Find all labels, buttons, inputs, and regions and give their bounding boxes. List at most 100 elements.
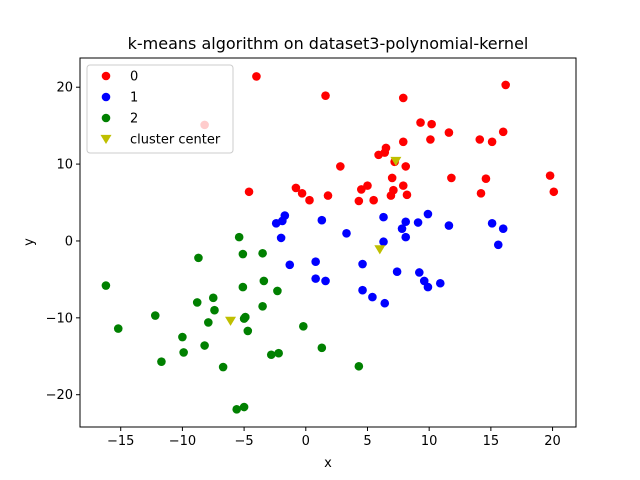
cluster-1-point xyxy=(311,257,320,267)
cluster-2-point xyxy=(218,362,228,372)
cluster-0-point xyxy=(545,171,555,180)
y-tick-label: 0 xyxy=(65,234,73,249)
cluster-2-point xyxy=(179,348,188,357)
cluster-0-point xyxy=(386,191,396,200)
cluster-0-point xyxy=(501,80,510,90)
cluster-1-point xyxy=(435,278,445,288)
cluster-2-point xyxy=(192,298,202,307)
cluster-1-point xyxy=(487,218,497,228)
y-tick-label: 20 xyxy=(56,81,73,96)
cluster-2-point xyxy=(101,281,111,290)
cluster-1-point xyxy=(358,259,367,269)
cluster-0-point xyxy=(498,127,508,137)
legend-marker-cluster-center xyxy=(100,134,112,144)
cluster-1-point xyxy=(493,240,503,250)
cluster-2-point xyxy=(208,293,218,303)
cluster-0-point xyxy=(321,91,330,100)
cluster-2-point xyxy=(258,302,267,311)
cluster-0-point xyxy=(476,189,486,198)
cluster-1-point xyxy=(276,233,286,243)
cluster-2-point xyxy=(210,305,219,315)
cluster-0-point xyxy=(447,173,456,183)
cluster-0-point xyxy=(402,190,412,200)
cluster-center-marker xyxy=(390,156,402,166)
legend-box xyxy=(86,64,234,154)
x-tick-label: 20 xyxy=(544,434,561,449)
cluster-0-point xyxy=(380,148,390,157)
cluster-0-point xyxy=(487,137,497,147)
legend-label: cluster center xyxy=(130,133,221,148)
x-tick-label: 15 xyxy=(483,434,500,449)
plot-area xyxy=(101,72,559,414)
cluster-2-point xyxy=(113,324,123,333)
cluster-2-point xyxy=(258,248,267,258)
cluster-2-point xyxy=(239,402,249,412)
cluster-0-point xyxy=(549,187,559,197)
cluster-2-point xyxy=(317,343,327,353)
x-tick-label: 5 xyxy=(363,434,371,449)
cluster-0-point xyxy=(252,72,261,81)
cluster-2-point xyxy=(273,286,282,296)
x-tick-label: 0 xyxy=(302,434,310,449)
cluster-2-point xyxy=(204,318,213,327)
cluster-2-point xyxy=(194,253,203,263)
cluster-0-point xyxy=(357,185,366,194)
cluster-0-point xyxy=(444,128,454,137)
x-axis: −15 −10 −5 0 5 10 15 20 xyxy=(107,427,561,449)
cluster-2-point xyxy=(234,232,244,242)
cluster-2-point xyxy=(259,276,269,286)
cluster-1-point xyxy=(392,267,402,277)
cluster-0-point xyxy=(398,137,408,147)
cluster-2-point xyxy=(266,350,276,360)
y-axis-label: y xyxy=(22,238,37,246)
cluster-1-point xyxy=(413,218,423,227)
cluster-1-point xyxy=(397,224,407,233)
cluster-0-point xyxy=(401,162,411,171)
cluster-center-marker xyxy=(225,316,237,326)
cluster-0-point xyxy=(416,118,425,127)
cluster-1-point xyxy=(444,221,454,230)
x-tick-label: −15 xyxy=(107,434,134,449)
cluster-0-point xyxy=(387,173,397,183)
legend-marker-1 xyxy=(101,92,111,102)
cluster-1-point xyxy=(311,274,320,283)
cluster-1-point xyxy=(368,292,377,302)
cluster-2-point xyxy=(274,348,283,358)
cluster-2-point xyxy=(241,312,250,322)
x-tick-label: −5 xyxy=(235,434,254,449)
x-tick-label: −10 xyxy=(169,434,196,449)
cluster-2-point xyxy=(157,357,166,366)
y-tick-label: −10 xyxy=(46,311,73,326)
legend: 0 1 2 cluster center xyxy=(86,64,234,154)
cluster-2-point xyxy=(200,341,209,350)
cluster-1-point xyxy=(317,215,327,225)
cluster-1-point xyxy=(285,260,295,270)
cluster-0-point xyxy=(244,187,254,197)
axes-frame xyxy=(79,57,577,428)
cluster-0-point xyxy=(297,189,307,198)
cluster-2-point xyxy=(178,332,187,342)
cluster-1-point xyxy=(358,285,367,295)
y-tick-label: 10 xyxy=(56,158,73,173)
cluster-1-point xyxy=(380,298,390,308)
legend-label: 2 xyxy=(130,112,138,127)
legend-label: 1 xyxy=(130,91,138,106)
cluster-0-point xyxy=(481,174,491,183)
cluster-0-point xyxy=(354,196,364,206)
cluster-0-point xyxy=(398,181,408,190)
cluster-1-point xyxy=(379,212,388,222)
y-axis: −20 −10 0 10 20 xyxy=(46,81,80,403)
cluster-2-point xyxy=(299,321,308,331)
chart-title: k-means algorithm on dataset3-polynomial… xyxy=(128,34,529,53)
cluster-0-point xyxy=(363,181,372,190)
cluster-1-point xyxy=(379,237,388,247)
legend-marker-2 xyxy=(101,113,111,123)
cluster-1-point xyxy=(271,218,281,228)
cluster-1-point xyxy=(498,224,508,233)
cluster-2-point xyxy=(354,361,364,371)
cluster-0-point xyxy=(369,195,378,205)
cluster-0-point xyxy=(426,135,435,144)
cluster-0-point xyxy=(398,93,408,103)
cluster-0-point xyxy=(336,162,345,171)
